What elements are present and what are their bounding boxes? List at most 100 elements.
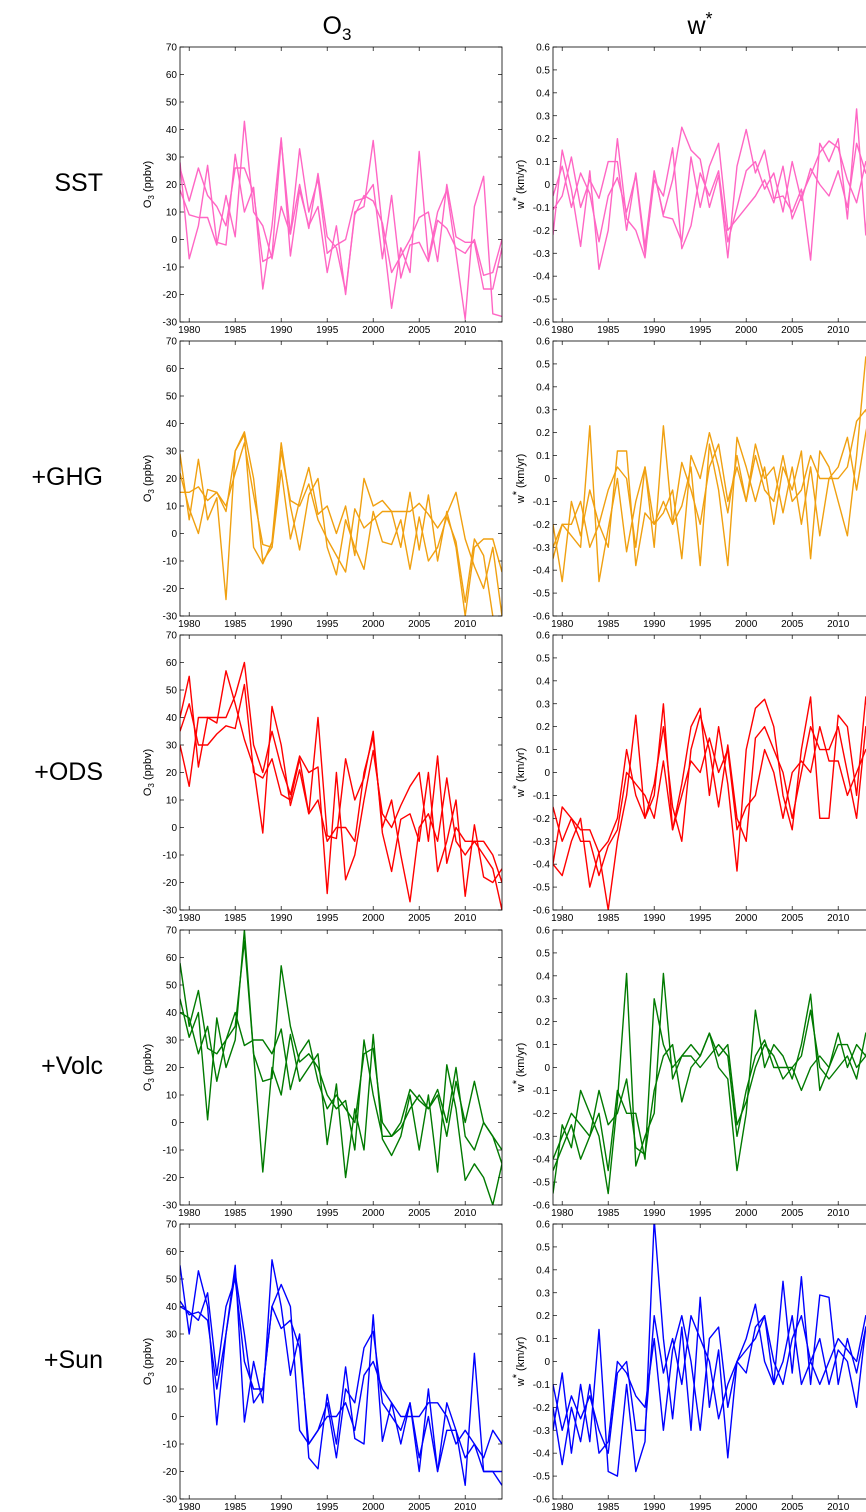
y-tick-label-o3-ods-0: -30 [163, 906, 178, 917]
x-tick-label-w-ods-5: 2005 [781, 913, 804, 924]
y-tick-label-o3-volc-7: 40 [166, 1008, 178, 1019]
y-tick-label-w-volc-0: -0.6 [533, 1201, 551, 1212]
series-line-w-sst-1 [553, 140, 866, 248]
y-tick-label-o3-sun-10: 70 [166, 1220, 178, 1231]
x-tick-label-w-sun-5: 2005 [781, 1502, 804, 1512]
x-tick-label-w-ghg-6: 2010 [827, 619, 850, 630]
series-line-w-sun-0 [553, 1224, 866, 1477]
y-tick-label-o3-volc-3: 0 [171, 1118, 177, 1129]
y-axis-label-o3-unit: (ppbv) [142, 455, 154, 489]
x-tick-label-w-volc-4: 2000 [735, 1208, 758, 1219]
y-tick-label-w-sun-3: -0.3 [533, 1426, 551, 1437]
x-tick-label-o3-ods-3: 1995 [316, 913, 339, 924]
series-line-o3-ghg-1 [180, 431, 502, 616]
y-tick-label-o3-ods-1: -20 [163, 878, 178, 889]
y-tick-label-w-ods-4: -0.2 [533, 814, 551, 825]
column-title-o3: O3 [323, 12, 352, 44]
x-tick-label-o3-ghg-5: 2005 [408, 619, 431, 630]
x-tick-label-w-ods-0: 1980 [551, 913, 574, 924]
series-line-w-volc-0 [553, 972, 866, 1195]
y-tick-label-o3-ghg-6: 30 [166, 447, 178, 458]
axes-frame-o3-sun [179, 1223, 503, 1500]
series-line-o3-ghg-0 [180, 433, 494, 616]
x-tick-label-o3-sst-0: 1980 [178, 325, 201, 336]
y-axis-label-w-base: w [515, 789, 527, 798]
y-axis-label-o3-sub: 3 [147, 1078, 156, 1083]
y-tick-label-o3-sun-9: 60 [166, 1247, 178, 1258]
x-tick-label-w-ods-6: 2010 [827, 913, 850, 924]
y-axis-label-o3-base: O [142, 1082, 154, 1091]
x-tick-label-o3-ghg-3: 1995 [316, 619, 339, 630]
y-axis-label-w-sup: * [511, 490, 523, 495]
y-axis-label-o3-sst: O3 (ppbv) [142, 161, 156, 208]
y-tick-label-o3-sst-1: -20 [163, 290, 178, 301]
row-label-volc: +Volc [41, 1052, 103, 1080]
axes-frame-w-ghg [552, 340, 866, 617]
y-axis-label-o3-sub: 3 [147, 195, 156, 200]
series-line-o3-sun-1 [180, 1272, 502, 1486]
row-label-ods: +ODS [34, 758, 103, 786]
y-tick-label-o3-sst-3: 0 [171, 235, 177, 246]
y-axis-label-o3-ghg: O3 (ppbv) [142, 455, 156, 502]
y-axis-label-w-unit: (km/yr) [515, 1043, 527, 1080]
y-tick-label-w-ghg-0: -0.6 [533, 612, 551, 623]
y-tick-label-w-ods-7: 0.1 [536, 745, 550, 756]
x-tick-label-w-ghg-1: 1985 [597, 619, 620, 630]
y-axis-label-w-sst: w* (km/yr) [511, 160, 527, 211]
y-tick-label-o3-sun-5: 20 [166, 1357, 178, 1368]
y-tick-label-w-ghg-9: 0.3 [536, 405, 550, 416]
column-title-o3-sub: 3 [342, 25, 351, 44]
y-tick-label-w-volc-8: 0.2 [536, 1017, 550, 1028]
axes-frame-o3-sst [179, 46, 503, 323]
y-tick-label-o3-sst-5: 20 [166, 180, 178, 191]
row-label-sst: SST [54, 169, 103, 197]
y-axis-label-o3-sub: 3 [147, 1372, 156, 1377]
y-tick-label-o3-ghg-0: -30 [163, 612, 178, 623]
y-axis-label-o3-ods: O3 (ppbv) [142, 749, 156, 796]
y-tick-label-o3-sun-7: 40 [166, 1302, 178, 1313]
y-tick-label-w-volc-6: 0 [544, 1063, 550, 1074]
y-tick-label-o3-ghg-8: 50 [166, 392, 178, 403]
y-tick-label-w-sun-2: -0.4 [533, 1449, 551, 1460]
y-tick-label-w-ghg-4: -0.2 [533, 520, 551, 531]
x-tick-label-w-sun-2: 1990 [643, 1502, 666, 1512]
panel-o3-volc: -30 -20 -10 0 10 20 30 40 50 60 70 1980 1985 1990 1995… [142, 926, 503, 1219]
y-tick-label-w-ods-1: -0.5 [533, 883, 551, 894]
y-tick-label-w-volc-12: 0.6 [536, 926, 550, 937]
series-line-o3-ods-2 [180, 683, 502, 903]
y-axis-label-o3-base: O [142, 1376, 154, 1385]
y-tick-label-o3-volc-10: 70 [166, 926, 178, 937]
column-title-w: w* [686, 9, 712, 40]
y-tick-label-w-volc-1: -0.5 [533, 1178, 551, 1189]
y-axis-label-w-unit: (km/yr) [515, 160, 527, 197]
y-tick-label-w-sst-6: 0 [544, 180, 550, 191]
axes-frame-o3-ods [179, 634, 503, 911]
series-line-w-ods-1 [553, 714, 866, 854]
y-tick-label-o3-sst-9: 60 [166, 70, 178, 81]
x-tick-label-o3-sun-0: 1980 [178, 1502, 201, 1512]
y-tick-label-w-sst-0: -0.6 [533, 318, 551, 329]
y-tick-label-o3-ods-3: 0 [171, 823, 177, 834]
y-tick-label-w-sst-7: 0.1 [536, 157, 550, 168]
y-tick-label-w-sun-11: 0.5 [536, 1242, 550, 1253]
y-axis-label-o3-unit: (ppbv) [142, 749, 154, 783]
y-tick-label-w-sun-12: 0.6 [536, 1220, 550, 1231]
y-tick-label-o3-ghg-9: 60 [166, 364, 178, 375]
panel-o3-sun: -30 -20 -10 0 10 20 30 40 50 60 70 1980 1985 1990 1995… [142, 1220, 503, 1512]
x-tick-label-o3-sst-6: 2010 [454, 325, 477, 336]
y-tick-label-w-sst-3: -0.3 [533, 249, 551, 260]
series-line-w-sst-0 [553, 108, 866, 270]
x-tick-label-w-volc-0: 1980 [551, 1208, 574, 1219]
y-axis-label-o3-base: O [142, 199, 154, 208]
y-tick-label-w-volc-9: 0.3 [536, 994, 550, 1005]
series-line-w-ghg-1 [553, 409, 866, 560]
y-tick-label-o3-volc-1: -20 [163, 1173, 178, 1184]
axes-frame-w-ods [552, 634, 866, 911]
y-tick-label-o3-ods-8: 50 [166, 686, 178, 697]
panel-w-ods: -0.6 -0.5 -0.4 -0.3 -0.2 -0.1 0 0.1 0.2 0.3 0.4 0.5… [511, 631, 866, 924]
y-tick-label-o3-sst-2: -10 [163, 263, 178, 274]
y-tick-label-o3-sun-3: 0 [171, 1412, 177, 1423]
x-tick-label-w-ods-2: 1990 [643, 913, 666, 924]
x-tick-label-o3-ods-6: 2010 [454, 913, 477, 924]
y-tick-label-w-ghg-10: 0.4 [536, 382, 550, 393]
